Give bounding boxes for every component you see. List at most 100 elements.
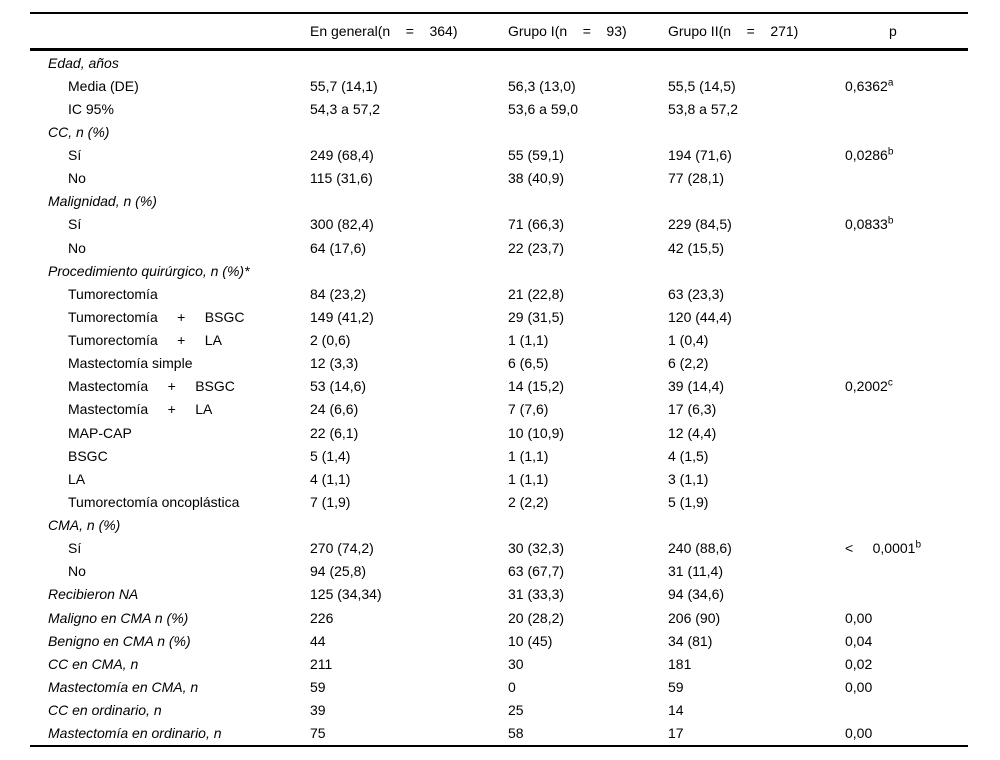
table-row: Media (DE) 55,7 (14,1) 56,3 (13,0) 55,5 (14… [30, 74, 968, 97]
table-row: Mastectomía simple 12 (3,3) 6 (6,5) 6 (2,2) [30, 352, 968, 375]
cell-grupo-i: 71 (66,3) [508, 216, 565, 233]
table-row: Edad, años [30, 51, 968, 74]
row-label: Tumorectomía oncoplástica [68, 493, 240, 510]
row-label: Mastectomía + BSGC [68, 378, 235, 395]
row-label: CMA, n (%) [48, 517, 121, 534]
row-label: Mastectomía en CMA, n [48, 678, 199, 695]
cell-en-general: 226 [310, 609, 334, 626]
table-row: Mastectomía + LA 24 (6,6) 7 (7,6) 17 (6,3) [30, 398, 968, 421]
row-label: CC en CMA, n [48, 655, 139, 672]
cell-en-general: 115 (31,6) [310, 170, 373, 187]
table-row: MAP-CAP 22 (6,1) 10 (10,9) 12 (4,4) [30, 421, 968, 444]
table-row: CMA, n (%) [30, 514, 968, 537]
cell-grupo-ii: 120 (44,4) [668, 308, 732, 325]
cell-grupo-ii: 63 (23,3) [668, 285, 725, 302]
header-col-overall: En general(n = 364) [310, 23, 458, 39]
cell-grupo-ii: 34 (81) [668, 632, 713, 649]
p-superscript: c [887, 377, 893, 389]
cell-grupo-i: 55 (59,1) [508, 147, 565, 164]
row-label: Benigno en CMA n (%) [48, 632, 191, 649]
table-row: Tumorectomía + LA 2 (0,6) 1 (1,1) 1 (0,4) [30, 329, 968, 352]
p-superscript: a [887, 77, 894, 89]
cell-grupo-ii: 3 (1,1) [668, 470, 709, 487]
cell-en-general: 149 (41,2) [310, 308, 374, 325]
row-label: Tumorectomía [68, 285, 158, 302]
cell-grupo-ii: 12 (4,4) [668, 424, 717, 441]
row-label: Media (DE) [68, 77, 139, 94]
table-row: Mastectomía en ordinario, n 75 58 17 0,00 [30, 722, 968, 745]
cell-en-general: 7 (1,9) [310, 493, 351, 510]
cell-grupo-ii: 206 (90) [668, 609, 721, 626]
cell-grupo-i: 1 (1,1) [508, 470, 549, 487]
cell-p: 0,02 [845, 657, 968, 671]
table-row: Procedimiento quirúrgico, n (%)* [30, 259, 968, 282]
cell-grupo-i: 29 (31,5) [508, 308, 565, 325]
cell-grupo-i: 58 [508, 725, 524, 742]
cell-grupo-i: 0 [508, 678, 516, 695]
cell-en-general: 12 (3,3) [310, 355, 359, 372]
table-row: Mastectomía + BSGC 53 (14,6) 14 (15,2) 39 (… [30, 375, 968, 398]
table-row: Malignidad, n (%) [30, 190, 968, 213]
cell-en-general: 64 (17,6) [310, 239, 367, 256]
cell-p: 0,6362a [845, 77, 968, 93]
cell-en-general: 24 (6,6) [310, 401, 359, 418]
table-row: Tumorectomía oncoplástica 7 (1,9) 2 (2,2) 5… [30, 490, 968, 513]
row-label: Mastectomía en ordinario, n [48, 725, 222, 742]
cell-grupo-ii: 94 (34,6) [668, 586, 725, 603]
table-row: Tumorectomía + BSGC 149 (41,2) 29 (31,5) 12… [30, 305, 968, 328]
p-superscript: b [887, 215, 894, 227]
p-value: 0,00 [845, 678, 873, 695]
p-superscript: b [915, 539, 922, 551]
row-label: MAP-CAP [68, 424, 132, 441]
cell-p: 0,0286b [845, 146, 968, 162]
cell-en-general: 55,7 (14,1) [310, 77, 378, 94]
cell-grupo-i: 1 (1,1) [508, 447, 549, 464]
cell-grupo-ii: 77 (28,1) [668, 170, 725, 187]
cell-p: 0,04 [845, 634, 968, 648]
cell-grupo-i: 10 (45) [508, 632, 553, 649]
row-label: No [68, 239, 86, 256]
table-row: CC, n (%) [30, 120, 968, 143]
row-label: Edad, años [48, 54, 119, 71]
row-label: Sí [68, 147, 82, 164]
cell-p: 0,0833b [845, 215, 968, 231]
cell-grupo-i: 6 (6,5) [508, 355, 549, 372]
cell-grupo-i: 1 (1,1) [508, 332, 549, 349]
table-row: Mastectomía en CMA, n 59 0 59 0,00 [30, 675, 968, 698]
table-row: LA 4 (1,1) 1 (1,1) 3 (1,1) [30, 467, 968, 490]
table-row: CC en CMA, n 211 30 181 0,02 [30, 652, 968, 675]
row-label: CC, n (%) [48, 123, 110, 140]
p-superscript: b [887, 146, 894, 158]
table-header-row: En general(n = 364) Grupo I(n = 93) Grup… [30, 14, 968, 48]
cell-grupo-i: 53,6 a 59,0 [508, 100, 579, 117]
cell-grupo-ii: 42 (15,5) [668, 239, 725, 256]
table-row: Sí 249 (68,4) 55 (59,1) 194 (71,6) 0,0286b [30, 144, 968, 167]
row-label: No [68, 170, 86, 187]
cell-en-general: 300 (82,4) [310, 216, 374, 233]
table-row: Recibieron NA 125 (34,34) 31 (33,3) 94 (34,… [30, 583, 968, 606]
cell-grupo-ii: 53,8 a 57,2 [668, 100, 739, 117]
cell-grupo-i: 20 (28,2) [508, 609, 565, 626]
p-value: 0,04 [845, 632, 873, 649]
cell-grupo-ii: 31 (11,4) [668, 563, 723, 580]
cell-en-general: 270 (74,2) [310, 540, 374, 557]
cell-en-general: 211 [310, 655, 333, 672]
cell-en-general: 59 [310, 678, 326, 695]
header-col-group1: Grupo I(n = 93) [508, 23, 627, 39]
p-value: 0,2002 [845, 378, 888, 395]
p-value: 0,02 [845, 655, 873, 672]
cell-en-general: 94 (25,8) [310, 563, 367, 580]
header-col-p: p [889, 23, 897, 39]
cell-en-general: 84 (23,2) [310, 285, 367, 302]
cell-grupo-ii: 194 (71,6) [668, 147, 732, 164]
row-label: LA [68, 470, 86, 487]
cell-grupo-i: 30 [508, 655, 524, 672]
cell-en-general: 249 (68,4) [310, 147, 374, 164]
cell-en-general: 2 (0,6) [310, 332, 351, 349]
cell-p: 0,2002c [845, 377, 968, 395]
cell-grupo-ii: 240 (88,6) [668, 540, 732, 557]
row-label: Recibieron NA [48, 586, 139, 603]
table-row: No 94 (25,8) 63 (67,7) 31 (11,4) [30, 560, 968, 583]
cell-grupo-ii: 55,5 (14,5) [668, 77, 736, 94]
